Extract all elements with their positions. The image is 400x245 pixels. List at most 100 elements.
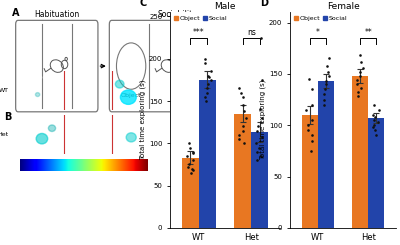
Bar [251, 132, 268, 228]
Point [236, 137, 243, 141]
Point [254, 150, 260, 154]
Point [360, 66, 366, 70]
Point [358, 86, 364, 90]
Circle shape [36, 93, 40, 97]
Point [240, 109, 247, 113]
Point [354, 82, 360, 86]
Text: Social: Social [195, 93, 214, 98]
Bar [318, 81, 334, 228]
FancyBboxPatch shape [109, 20, 234, 112]
Text: Social: Social [128, 75, 144, 80]
Point [254, 158, 260, 162]
Point [355, 95, 361, 98]
Point [206, 75, 212, 79]
Point [323, 79, 330, 83]
Point [258, 154, 264, 158]
Point [256, 146, 262, 149]
Point [190, 151, 196, 155]
Point [306, 77, 313, 81]
Title: Female: Female [327, 2, 359, 12]
Point [358, 60, 364, 63]
Point [243, 116, 249, 120]
Point [307, 149, 314, 153]
Point [208, 70, 214, 74]
Point [309, 139, 316, 143]
Circle shape [48, 125, 56, 132]
Point [325, 70, 331, 74]
Text: **: ** [364, 28, 372, 37]
Point [373, 134, 380, 137]
Text: D: D [260, 0, 268, 8]
Bar [182, 158, 199, 228]
Point [202, 61, 208, 65]
Text: B: B [4, 112, 11, 122]
Text: Habituation: Habituation [34, 10, 80, 19]
Text: Object: Object [31, 75, 49, 80]
Point [204, 82, 211, 86]
Bar [302, 115, 318, 228]
Point [374, 120, 381, 124]
Point [324, 64, 330, 68]
Point [239, 124, 246, 128]
Point [240, 103, 246, 107]
Point [236, 133, 243, 137]
Point [256, 108, 263, 111]
Point [204, 91, 210, 95]
Point [185, 165, 192, 169]
Circle shape [36, 134, 48, 144]
Point [304, 128, 311, 132]
Circle shape [115, 80, 124, 88]
Point [190, 158, 196, 162]
Point [186, 162, 192, 166]
Text: Sociability: Sociability [157, 10, 197, 19]
Bar [199, 80, 216, 228]
Point [253, 141, 259, 145]
Point [309, 103, 315, 107]
Point [309, 118, 316, 122]
Title: Male: Male [214, 2, 236, 12]
Point [376, 108, 382, 112]
Point [371, 103, 377, 107]
Point [208, 78, 214, 82]
Point [321, 98, 328, 101]
Text: ***: *** [193, 28, 205, 37]
Point [188, 171, 194, 175]
Legend: Object, Social: Object, Social [173, 15, 228, 22]
Text: Het: Het [0, 132, 9, 137]
Point [240, 129, 246, 133]
Point [238, 91, 244, 95]
Point [371, 118, 377, 122]
Point [371, 128, 378, 132]
Point [202, 95, 208, 99]
Point [255, 124, 261, 128]
Point [254, 129, 260, 133]
Point [305, 123, 312, 127]
Point [372, 115, 378, 119]
Point [205, 74, 211, 78]
Point [354, 78, 360, 82]
Legend: Object, Social: Object, Social [293, 15, 348, 22]
Text: *: * [316, 28, 320, 37]
Point [190, 168, 196, 172]
Point [259, 78, 265, 82]
Point [202, 99, 209, 103]
Point [308, 134, 315, 137]
Bar [234, 114, 251, 228]
Text: Object: Object [121, 93, 142, 98]
Point [259, 135, 265, 138]
Bar [368, 118, 384, 228]
Point [308, 87, 315, 91]
Point [321, 92, 327, 96]
Bar [352, 76, 368, 228]
Point [184, 154, 190, 158]
Point [257, 36, 264, 40]
Point [187, 146, 193, 149]
Point [202, 57, 208, 61]
Point [370, 113, 376, 117]
Point [189, 167, 196, 171]
Text: WT: WT [0, 88, 9, 93]
Point [259, 116, 266, 120]
Text: A: A [12, 8, 20, 18]
Point [326, 74, 332, 78]
Point [357, 53, 364, 57]
